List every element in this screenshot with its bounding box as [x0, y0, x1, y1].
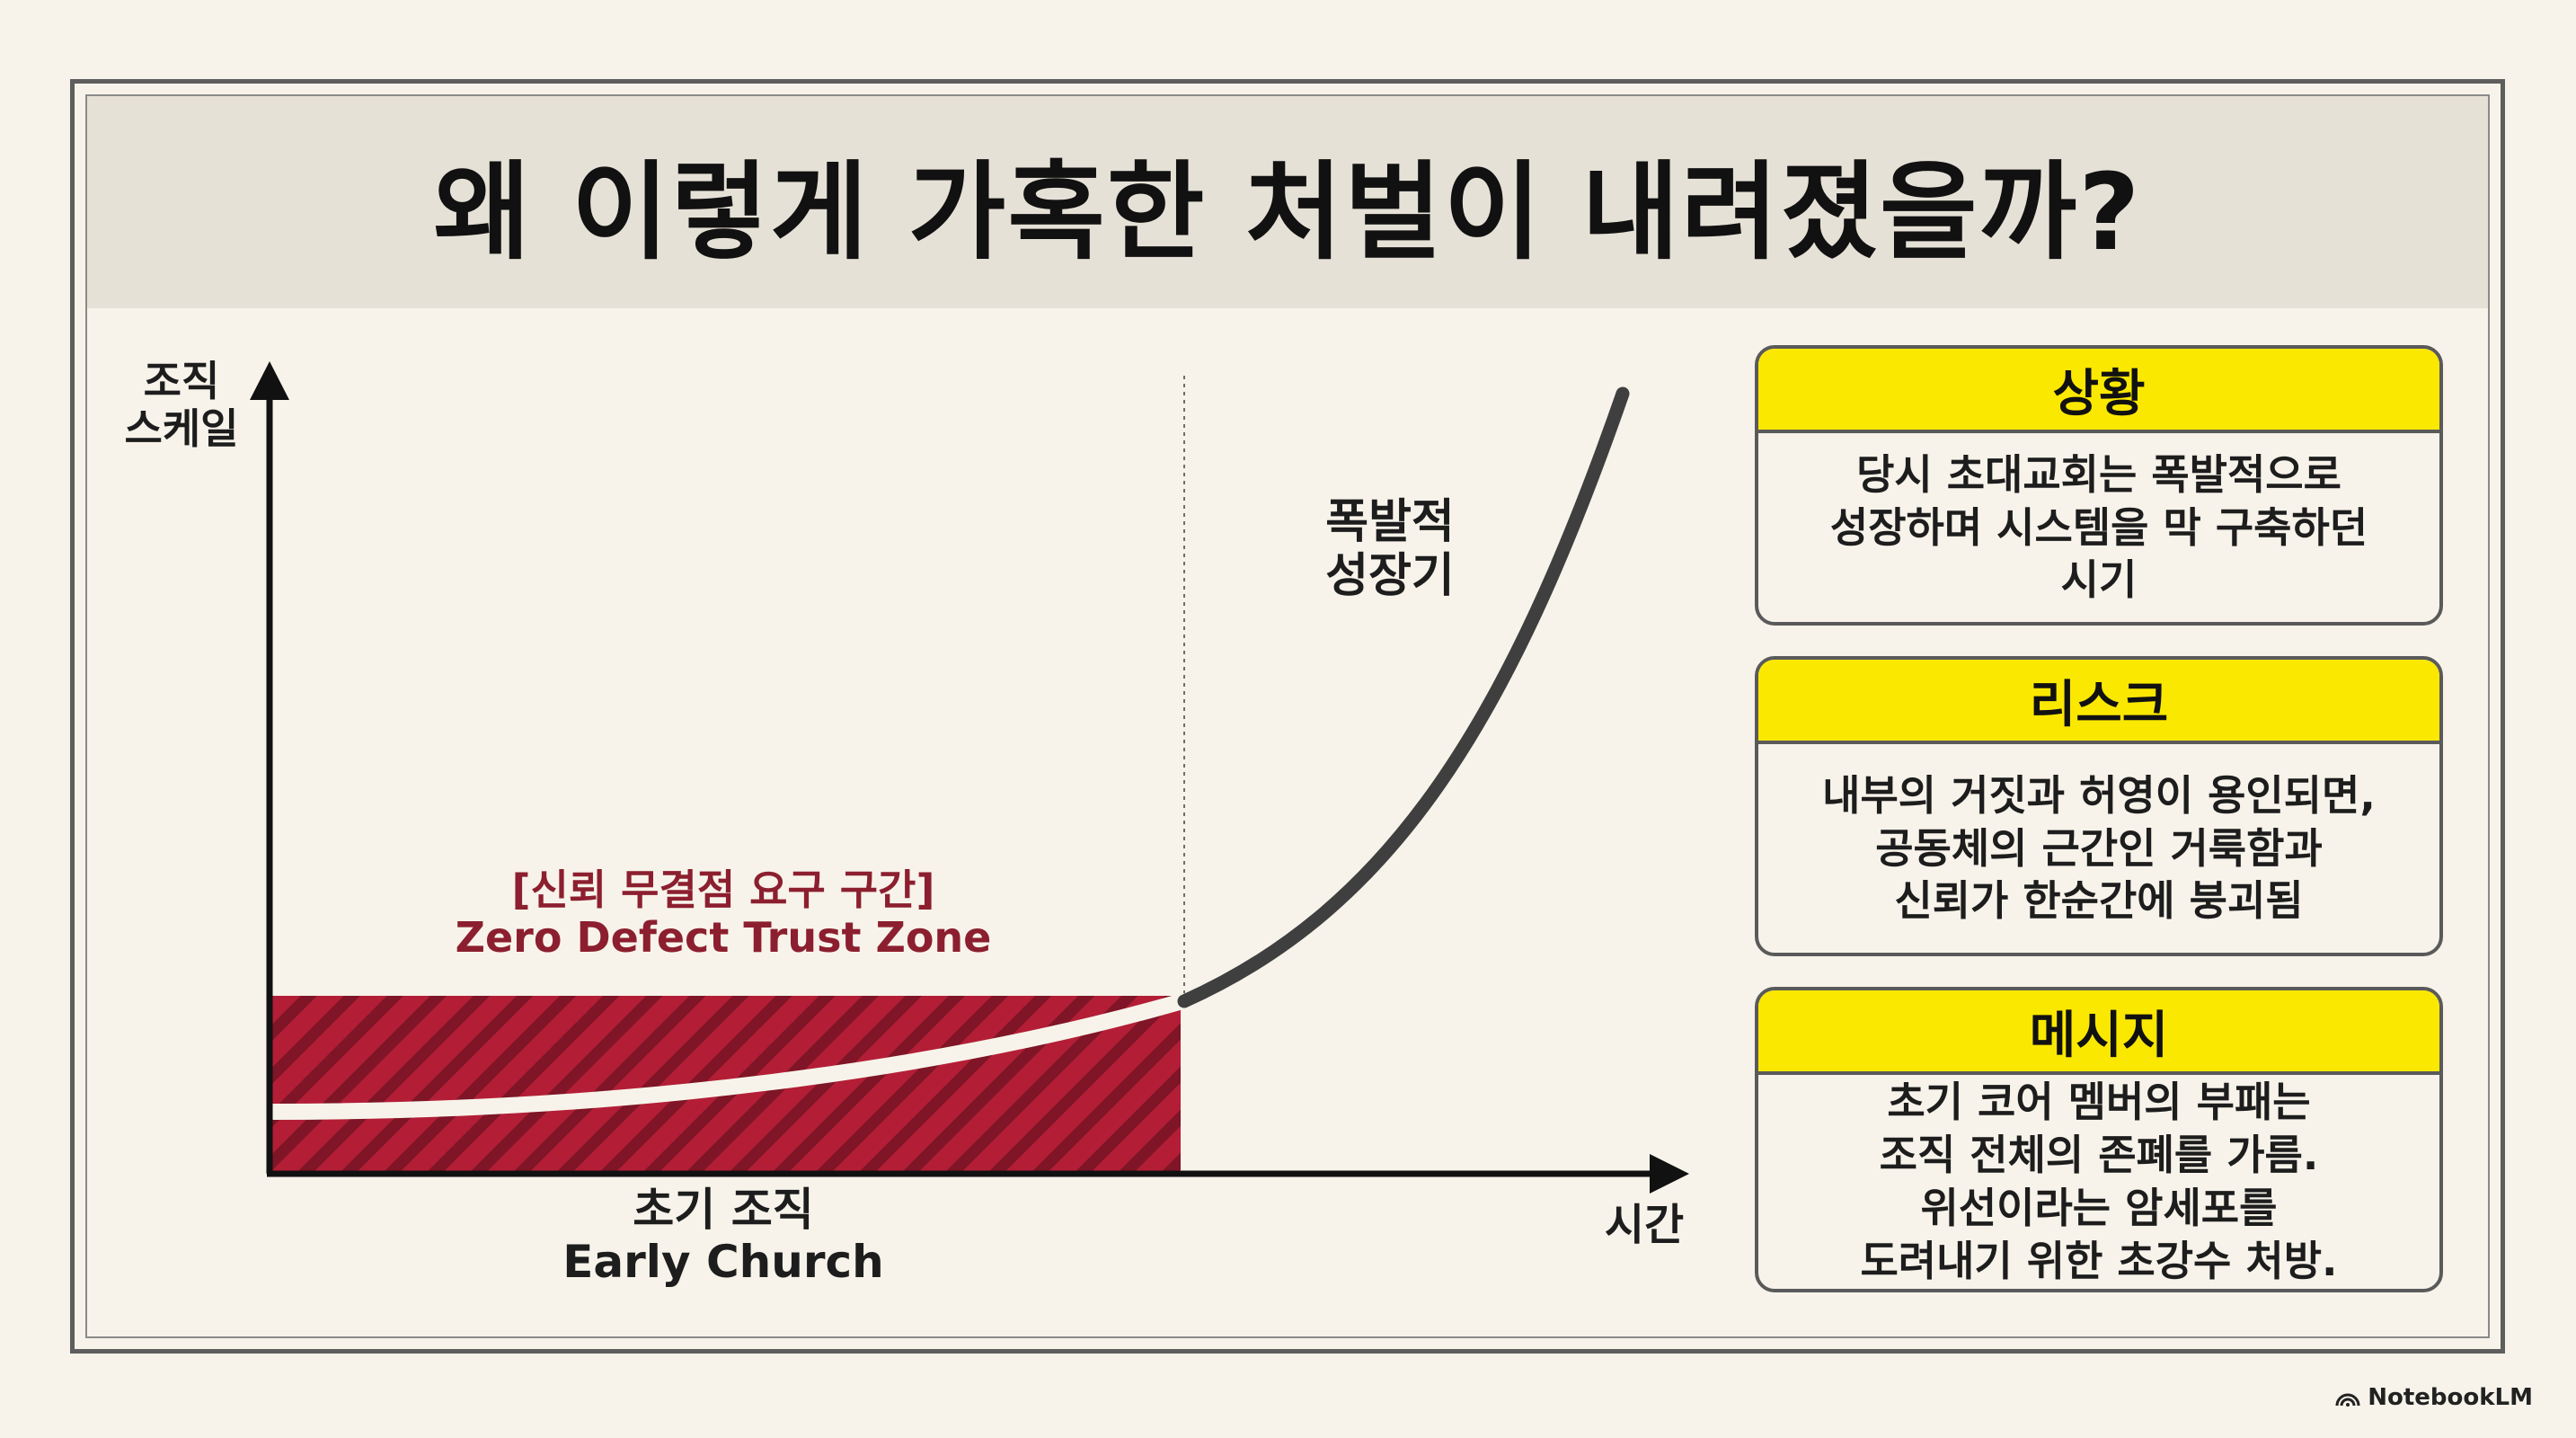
situation-line: 당시 초대교회는 폭발적으로	[1856, 449, 2341, 499]
risk-line: 공동체의 근간인 거룩함과	[1875, 823, 2323, 873]
x-axis-arrowhead	[1650, 1154, 1689, 1194]
risk-card-heading: 리스크	[1758, 660, 2439, 744]
situation-card: 상황 당시 초대교회는 폭발적으로 성장하며 시스템을 막 구축하던 시기	[1755, 345, 2443, 626]
trust-zone-label: [신뢰 무결점 요구 구간] Zero Defect Trust Zone	[395, 866, 1051, 962]
situation-line: 시기	[2060, 555, 2138, 605]
message-line: 초기 코어 멤버의 부패는	[1887, 1078, 2311, 1127]
notebooklm-logo: NotebookLM	[2335, 1384, 2533, 1411]
risk-line: 신뢰가 한순간에 붕괴됨	[1894, 876, 2304, 926]
situation-line: 성장하며 시스템을 막 구축하던	[1829, 502, 2368, 552]
risk-card-body: 내부의 거짓과 허영이 용인되면, 공동체의 근간인 거룩함과 신뢰가 한순간에…	[1758, 744, 2439, 953]
title-band: 왜 이렇게 가혹한 처벌이 내려졌을까?	[87, 96, 2488, 308]
y-axis-arrowhead	[250, 361, 289, 400]
situation-card-heading: 상황	[1758, 349, 2439, 433]
early-church-label: 초기 조직 Early Church	[503, 1184, 943, 1288]
early-church-label-ko: 초기 조직	[633, 1184, 814, 1236]
situation-card-body: 당시 초대교회는 폭발적으로 성장하며 시스템을 막 구축하던 시기	[1758, 433, 2439, 622]
message-line: 조직 전체의 존폐를 가름.	[1879, 1131, 2319, 1180]
message-card-body: 초기 코어 멤버의 부패는 조직 전체의 존폐를 가름. 위선이라는 암세포를 …	[1758, 1075, 2439, 1289]
message-card-heading: 메시지	[1758, 990, 2439, 1075]
y-axis-label: 조직 스케일	[101, 358, 262, 453]
y-axis-label-line-1: 조직	[143, 357, 220, 405]
explosive-growth-label-line-2: 성장기	[1325, 548, 1455, 603]
explosive-growth-curve	[1177, 386, 1630, 1008]
message-line: 도려내기 위한 초강수 처방.	[1860, 1236, 2338, 1285]
message-card: 메시지 초기 코어 멤버의 부패는 조직 전체의 존폐를 가름. 위선이라는 암…	[1755, 987, 2443, 1292]
page-title: 왜 이렇게 가혹한 처벌이 내려졌을까?	[433, 149, 2142, 274]
trust-zone-label-en: Zero Defect Trust Zone	[455, 912, 992, 962]
explosive-growth-label: 폭발적 성장기	[1287, 495, 1493, 604]
trust-zone-label-ko: [신뢰 무결점 요구 구간]	[511, 865, 935, 914]
risk-card: 리스크 내부의 거짓과 허영이 용인되면, 공동체의 근간인 거룩함과 신뢰가 …	[1755, 656, 2443, 956]
notebooklm-icon	[2335, 1393, 2360, 1407]
early-growth-curve	[266, 993, 1191, 1120]
early-church-label-en: Early Church	[562, 1235, 884, 1288]
risk-line: 내부의 거짓과 허영이 용인되면,	[1822, 770, 2376, 820]
logo-text: NotebookLM	[2368, 1384, 2533, 1411]
explosive-growth-label-line-1: 폭발적	[1325, 495, 1455, 549]
x-axis-label: 시간	[1604, 1200, 1685, 1250]
message-line: 위선이라는 암세포를	[1920, 1184, 2278, 1232]
y-axis-label-line-2: 스케일	[124, 404, 239, 453]
